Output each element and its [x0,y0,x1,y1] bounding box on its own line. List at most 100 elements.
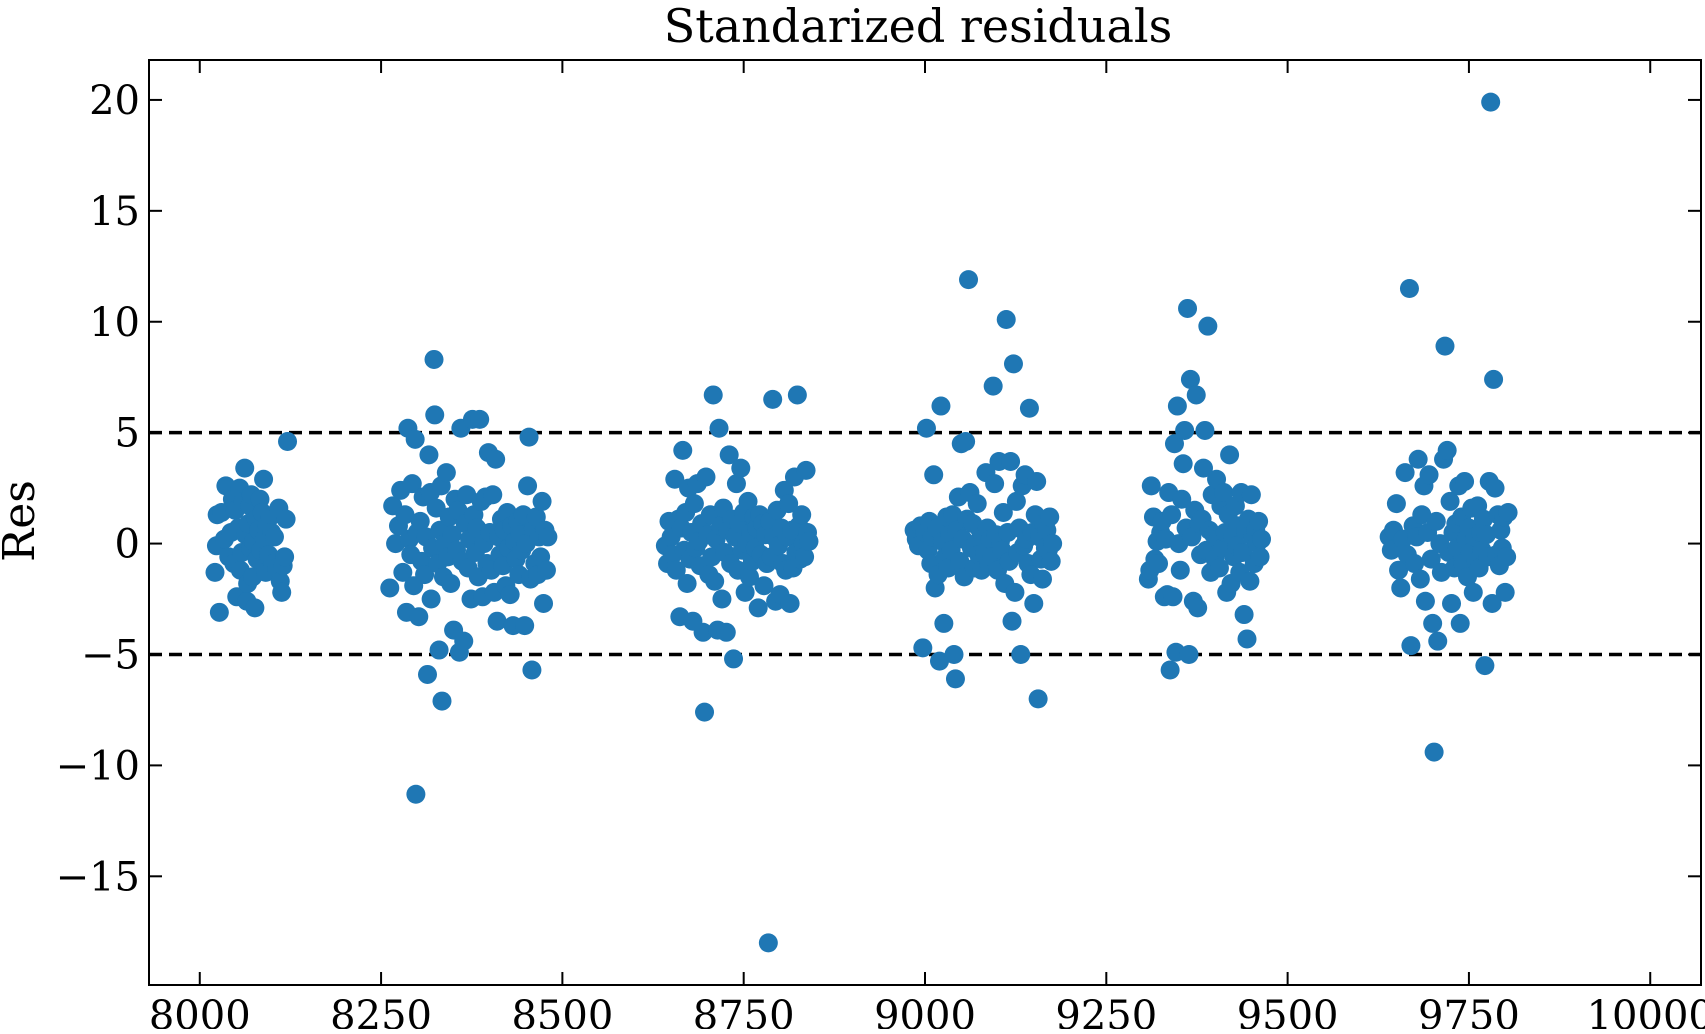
axis-ticks: 8000 8250 8500 8750 9000 9250 9500 9750 10000 −15… [56,60,1705,1034]
data-point [1423,613,1443,633]
data-point [1419,465,1439,485]
data-point [417,664,437,684]
data-point [515,616,535,636]
data-point [799,531,819,551]
data-point [538,527,558,547]
data-point [442,525,462,545]
data-point [1463,582,1483,602]
data-point [1401,636,1421,656]
data-point [519,427,539,447]
data-point [1163,587,1183,607]
data-point [275,547,295,567]
data-point [1497,547,1517,567]
data-point [712,589,732,609]
data-point [1250,547,1270,567]
data-point [1481,92,1501,112]
data-point [402,474,422,494]
data-point [1241,485,1261,505]
data-point [1198,316,1218,336]
data-point [1410,569,1430,589]
data-point [419,445,439,465]
data-point [235,458,255,478]
data-point [415,565,435,585]
data-point [985,474,1005,494]
data-point [1167,396,1187,416]
data-point [1249,511,1269,531]
data-point [950,551,970,571]
data-point [1160,660,1180,680]
y-tick-label: 5 [115,411,140,457]
plot-frame [148,59,1702,986]
data-point [792,505,812,525]
data-point [1172,489,1192,509]
data-point [1002,611,1022,631]
data-point [1389,560,1409,580]
data-point [666,560,686,580]
data-point [205,562,225,582]
data-point [959,270,979,290]
x-tick-label: 10000 [1587,993,1705,1029]
data-point [1428,631,1448,651]
data-point [1421,549,1441,569]
data-point [1484,369,1504,389]
data-point [1001,451,1021,471]
data-point [457,485,477,505]
data-point [967,494,987,514]
data-point [665,469,685,489]
data-point [916,418,936,438]
data-point [703,385,723,405]
data-point [1405,554,1425,574]
data-point [410,511,430,531]
x-tick-label: 9500 [1237,993,1339,1029]
data-point [1027,471,1047,491]
data-point [487,611,507,631]
data-point [739,567,759,587]
data-point [245,598,265,618]
y-tick-label: −10 [56,743,140,789]
data-point [395,505,415,525]
data-point [1032,569,1052,589]
data-point [436,463,456,483]
data-point [748,598,768,618]
data-point [795,547,815,567]
data-point [780,593,800,613]
data-point [1040,507,1060,527]
data-point [705,571,725,591]
data-point [1178,298,1198,318]
data-point [1455,471,1475,491]
data-point [1437,440,1457,460]
data-point [684,494,704,514]
data-point [696,467,716,487]
data-point [1475,656,1495,676]
data-point [726,474,746,494]
data-point [1234,605,1254,625]
data-point [276,509,296,529]
x-tick-label: 8750 [693,993,795,1029]
data-point [1386,494,1406,514]
data-point [931,396,951,416]
data-point [945,669,965,689]
data-point [1188,598,1208,618]
data-point [1482,593,1502,613]
data-point [1173,454,1193,474]
data-point [693,622,713,642]
data-point [1220,445,1240,465]
data-point [1209,558,1229,578]
data-point [754,576,774,596]
data-point [956,432,976,452]
data-point [409,607,429,627]
data-point [1005,582,1025,602]
data-point [1141,476,1161,496]
data-point [532,491,552,511]
data-point [1170,560,1190,580]
data-point [1476,525,1496,545]
data-point [1237,629,1257,649]
data-point [254,469,274,489]
data-point [944,644,964,664]
data-point [695,702,715,722]
data-point [1495,582,1515,602]
data-point [1424,742,1444,762]
data-point [934,613,954,633]
x-tick-label: 9250 [1055,993,1157,1029]
data-point [441,574,461,594]
